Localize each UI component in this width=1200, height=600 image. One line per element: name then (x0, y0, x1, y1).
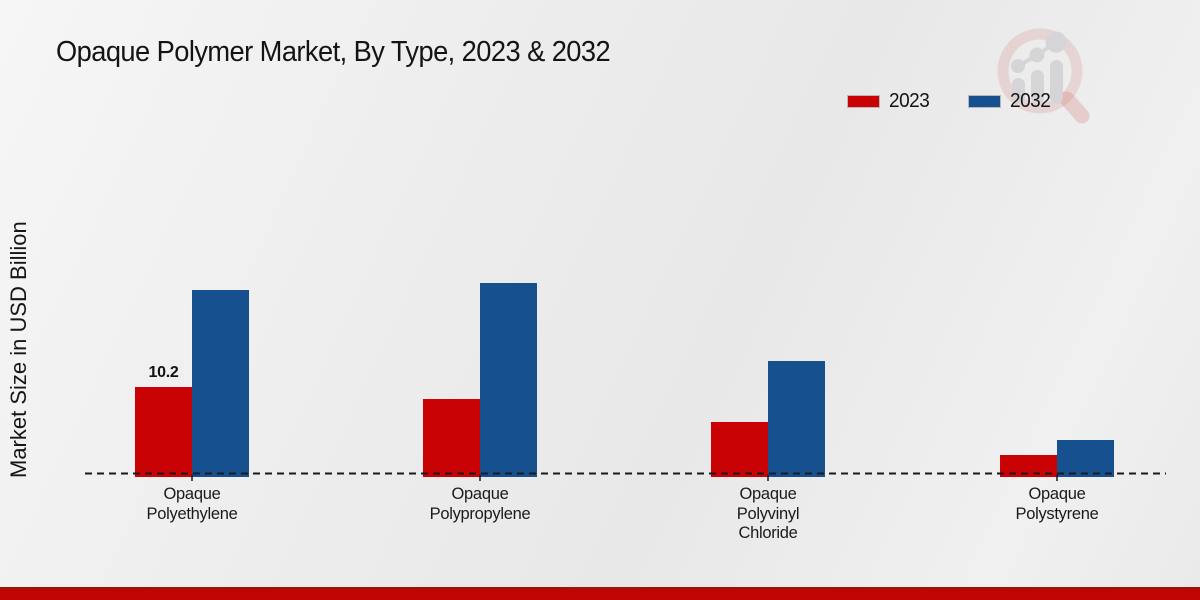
bar-2023-opaque-polystyrene (1000, 454, 1057, 477)
bar-2032-opaque-polyvinyl-chloride (768, 360, 825, 477)
bar-2032-opaque-polyethylene (192, 290, 249, 477)
category-label-opaque-polypropylene: Opaque Polypropylene (429, 484, 531, 523)
bar-2023-opaque-polyvinyl-chloride (711, 421, 768, 477)
legend: 2023 2032 (847, 90, 1052, 113)
bar-value-label: 10.2 (148, 363, 179, 381)
chart-title: Opaque Polymer Market, By Type, 2023 & 2… (56, 36, 611, 68)
magnifier-growth-chart-logo-icon (997, 28, 1090, 124)
footer-accent-bar (0, 587, 1200, 600)
legend-swatch-2032 (967, 95, 1001, 108)
legend-swatch-2023 (847, 95, 880, 108)
legend-item-2032: 2032 (967, 90, 1053, 113)
bar-2023-opaque-polyethylene (135, 386, 192, 477)
bar-2032-opaque-polystyrene (1057, 440, 1114, 477)
bar-2032-opaque-polypropylene (480, 283, 537, 477)
legend-label-2032: 2032 (1009, 90, 1051, 112)
category-label-opaque-polyethylene: Opaque Polyethylene (146, 484, 238, 523)
category-label-opaque-polyvinyl-chloride: Opaque Polyvinyl Chloride (736, 484, 800, 543)
bar-2023-opaque-polypropylene (423, 398, 480, 477)
legend-item-2023: 2023 (847, 90, 932, 113)
legend-label-2023: 2023 (889, 90, 930, 112)
category-label-opaque-polystyrene: Opaque Polystyrene (1015, 484, 1099, 523)
